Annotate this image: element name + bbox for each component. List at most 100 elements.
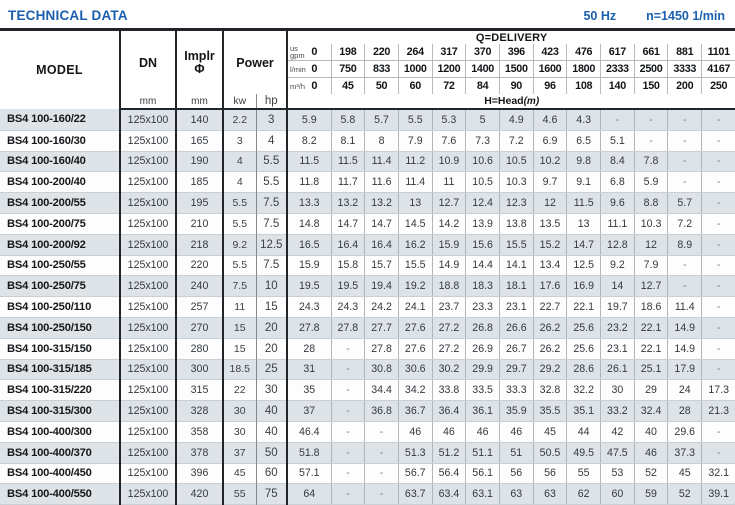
head-value-cell: 5 (465, 109, 500, 131)
head-value-cell: 23.7 (431, 296, 466, 318)
table-row: BS4 100-160/40 125x100 190 4 5.5 11.5 11.5 11.4… (0, 151, 735, 173)
model-cell: BS4 100-250/55 (0, 255, 121, 277)
table-row: BS4 100-160/22 125x100 140 2.2 3 5.9 5.8 5.7 5.5… (0, 109, 735, 131)
power-hp-cell: 3 (255, 109, 289, 131)
head-value-cell: 50.5 (532, 442, 567, 464)
impeller-diameter-cell: 185 (176, 171, 224, 194)
head-value-cell: 45 (532, 421, 567, 443)
page-title: TECHNICAL DATA (8, 8, 128, 23)
head-value-cell: 27.6 (397, 338, 433, 360)
head-unit-m: (m) (523, 96, 540, 107)
table-row: BS4 100-400/450 125x100 396 45 60 57.1- -56.7 5… (0, 463, 735, 485)
head-value-cell: 35.5 (532, 400, 567, 422)
column-header-power: Power (223, 29, 289, 94)
dn-cell: 125x100 (120, 359, 177, 381)
head-value-cell: 34.4 (364, 379, 399, 402)
power-hp-cell: 20 (255, 338, 289, 360)
model-cell: BS4 100-400/550 (0, 483, 121, 505)
head-value-cell: 63.4 (431, 483, 466, 505)
model-cell: BS4 100-250/110 (0, 296, 121, 318)
head-value-cell: 36.4 (431, 400, 466, 422)
power-kw-cell: 22 (223, 379, 257, 402)
head-value-cell: 6.8 (600, 171, 635, 194)
head-value-cell: 37.3 (667, 442, 702, 464)
head-value-cell: 15.8 (330, 255, 365, 277)
head-value-cell: 51.3 (397, 442, 433, 464)
head-value-cell: 26.7 (498, 338, 534, 360)
head-value-cell: 11.4 (364, 151, 399, 173)
table-row: BS4 100-250/110 125x100 257 11 15 24.3 24.3 24.… (0, 296, 735, 318)
impeller-diameter-cell: 315 (176, 379, 224, 402)
power-hp-cell: 15 (255, 296, 289, 318)
power-kw-cell: 5.5 (223, 213, 257, 235)
delivery-gpm-value: 423 (532, 44, 567, 61)
head-value-cell: 14.9 (667, 338, 702, 360)
head-value-cell: 26.8 (465, 317, 500, 339)
impeller-diameter-cell: 210 (176, 213, 224, 235)
head-value-cell: 42 (600, 421, 635, 443)
head-value-cell: 32.8 (532, 379, 567, 402)
power-hp-cell: 7.5 (255, 255, 289, 277)
head-value-cell: 15.9 (431, 234, 466, 256)
head-value-cell: 26.2 (532, 317, 567, 339)
head-value-cell: 26.1 (600, 359, 635, 381)
head-value-cell: 14.7 (364, 213, 399, 235)
head-value-cell: 18.6 (633, 296, 668, 318)
head-value-cell: 14.1 (498, 255, 534, 277)
head-value-cell: - (667, 109, 702, 131)
head-value-cell: 51 (498, 442, 534, 464)
head-value-cell: 29.6 (667, 421, 702, 443)
head-value-cell: - (701, 442, 735, 464)
head-value-cell: 27.8 (364, 338, 399, 360)
head-value-cell: 8.4 (600, 151, 635, 173)
head-value-cell: 14.2 (431, 213, 466, 235)
head-value-cell: 13 (566, 213, 601, 235)
head-value-cell: 46 (465, 421, 500, 443)
head-value-cell: 57.1 (287, 463, 332, 485)
delivery-lmin-value: 750 (330, 60, 365, 78)
model-cell: BS4 100-250/75 (0, 275, 121, 298)
head-value-cell: 46 (633, 442, 668, 464)
power-hp-cell: 7.5 (255, 192, 289, 214)
power-hp-cell: 25 (255, 359, 289, 381)
head-value-cell: 13.2 (364, 192, 399, 214)
head-value-cell: 32.4 (633, 400, 668, 422)
head-value-cell: 63 (532, 483, 567, 505)
head-value-cell: 12.7 (633, 275, 668, 298)
head-value-cell: 11.8 (287, 171, 332, 194)
delivery-m3h-value: 84 (465, 77, 500, 94)
head-value-cell: 15.6 (465, 234, 500, 256)
head-value-cell: 5.3 (431, 109, 466, 131)
delivery-lmin-value: 4167 (701, 60, 735, 78)
impeller-diameter-cell: 358 (176, 421, 224, 443)
head-value-cell: - (667, 151, 702, 173)
head-value-cell: 63.1 (465, 483, 500, 505)
head-value-cell: 11.4 (667, 296, 702, 318)
head-value-cell: - (330, 463, 365, 485)
head-value-cell: 63.7 (397, 483, 433, 505)
head-value-cell: 26.9 (465, 338, 500, 360)
head-value-cell: - (330, 442, 365, 464)
table-row: BS4 100-200/92 125x100 218 9.2 12.5 16.5 16.4 1… (0, 234, 735, 256)
head-value-cell: 35.1 (566, 400, 601, 422)
head-value-cell: 4.6 (532, 109, 567, 131)
head-value-cell: 10.9 (431, 151, 466, 173)
power-hp-cell: 7.5 (255, 213, 289, 235)
head-value-cell: 11.5 (287, 151, 332, 173)
head-value-cell: - (667, 171, 702, 194)
model-cell: BS4 100-160/30 (0, 130, 121, 152)
head-value-cell: 15.2 (532, 234, 567, 256)
impeller-diameter-cell: 328 (176, 400, 224, 422)
impeller-diameter-cell: 420 (176, 483, 224, 505)
power-kw-cell: 5.5 (223, 255, 257, 277)
head-value-cell: 64 (287, 483, 332, 505)
head-value-cell: 27.6 (397, 317, 433, 339)
delivery-m3h-value: 72 (431, 77, 466, 94)
head-value-cell: 19.2 (397, 275, 433, 298)
diameter-phi-symbol: Φ (194, 61, 205, 76)
head-value-cell: 19.5 (287, 275, 332, 298)
head-value-cell: 24.2 (364, 296, 399, 318)
delivery-lmin-value: 1400 (465, 60, 500, 78)
delivery-lmin-zero: 0 (311, 63, 318, 75)
head-value-cell: 18.1 (498, 275, 534, 298)
